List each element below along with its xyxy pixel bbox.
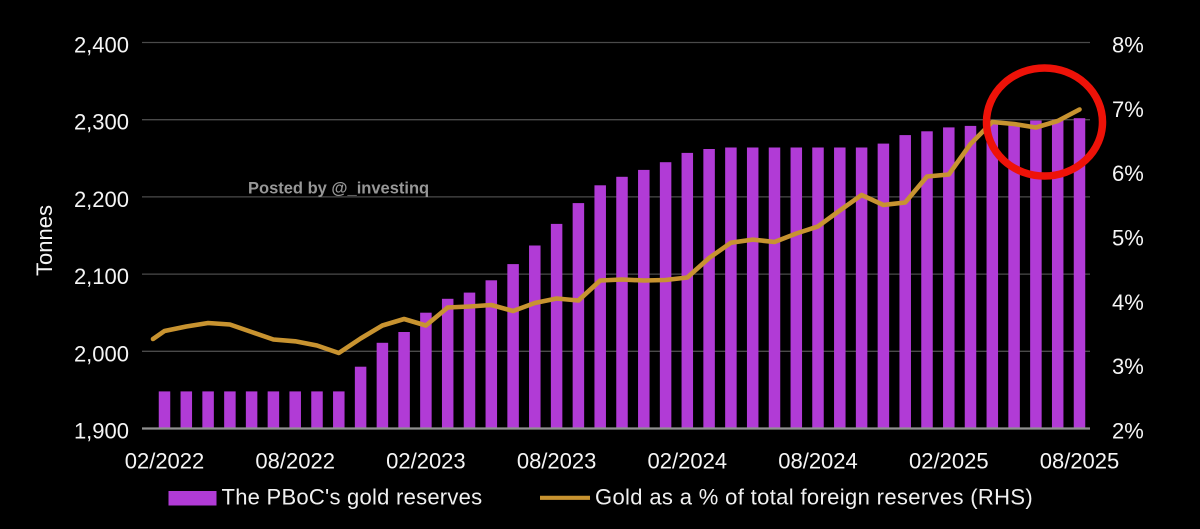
- svg-text:02/2024: 02/2024: [648, 449, 728, 474]
- svg-text:02/2025: 02/2025: [909, 449, 989, 474]
- svg-text:02/2023: 02/2023: [386, 449, 466, 474]
- svg-text:6%: 6%: [1112, 161, 1144, 186]
- svg-text:08/2022: 08/2022: [255, 449, 335, 474]
- svg-text:7%: 7%: [1112, 97, 1144, 122]
- svg-text:08/2025: 08/2025: [1040, 449, 1120, 474]
- svg-text:2,000: 2,000: [74, 341, 129, 366]
- svg-text:The PBoC's gold reserves: The PBoC's gold reserves: [222, 485, 483, 510]
- svg-text:2,100: 2,100: [74, 264, 129, 289]
- svg-text:08/2023: 08/2023: [517, 449, 597, 474]
- svg-text:4%: 4%: [1112, 290, 1144, 315]
- svg-text:02/2022: 02/2022: [125, 449, 205, 474]
- svg-text:08/2024: 08/2024: [778, 449, 858, 474]
- svg-text:2%: 2%: [1112, 419, 1144, 444]
- svg-text:2,200: 2,200: [74, 187, 129, 212]
- svg-text:2,400: 2,400: [74, 33, 129, 58]
- svg-text:5%: 5%: [1112, 226, 1144, 251]
- svg-text:8%: 8%: [1112, 33, 1144, 58]
- svg-text:1,900: 1,900: [74, 419, 129, 444]
- svg-text:Tonnes: Tonnes: [32, 205, 57, 276]
- svg-text:3%: 3%: [1112, 354, 1144, 379]
- svg-text:2,300: 2,300: [74, 110, 129, 135]
- svg-text:Gold as a % of total foreign r: Gold as a % of total foreign reserves (R…: [595, 485, 1033, 510]
- svg-text:Posted by @_investinq: Posted by @_investinq: [248, 180, 429, 198]
